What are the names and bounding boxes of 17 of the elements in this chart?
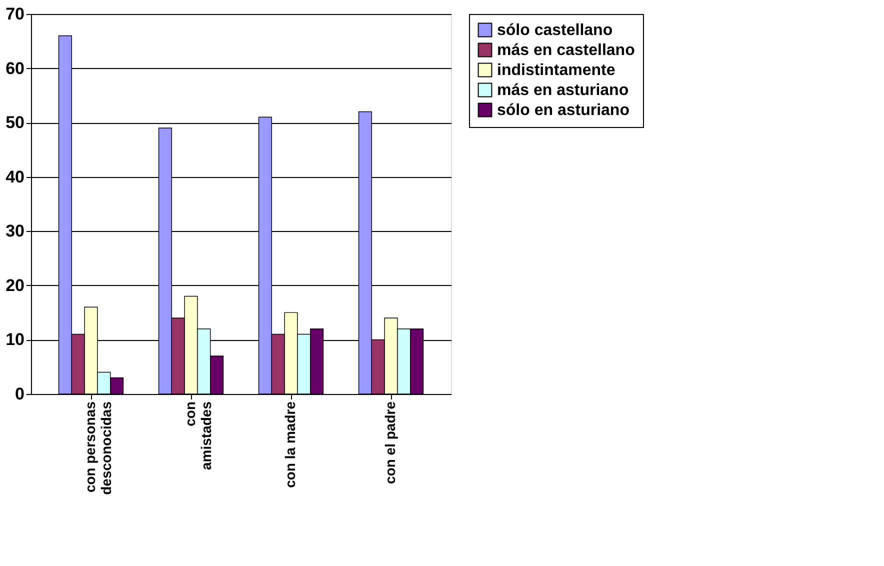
legend-label: indistintamente xyxy=(497,62,616,79)
y-tick-label: 60 xyxy=(6,58,24,78)
y-tick-label: 30 xyxy=(6,222,24,241)
y-tick-label: 20 xyxy=(6,276,24,295)
legend-label: más en castellano xyxy=(497,42,636,59)
y-tick-label: 40 xyxy=(6,167,24,186)
x-tick-label: con el padre xyxy=(382,401,398,484)
y-tick-label: 70 xyxy=(6,4,24,24)
y-tick-label: 0 xyxy=(15,384,24,404)
x-tick-label: con amistades xyxy=(182,401,214,470)
x-tick-label: con personas desconocidas xyxy=(82,401,114,495)
x-tick-label: con la madre xyxy=(282,401,298,488)
legend-label: más en asturiano xyxy=(497,82,629,99)
legend-label: sólo en asturiano xyxy=(497,102,630,119)
legend-label: sólo castellano xyxy=(497,22,613,39)
y-tick-label: 50 xyxy=(6,113,24,132)
y-tick-label: 10 xyxy=(6,330,24,350)
